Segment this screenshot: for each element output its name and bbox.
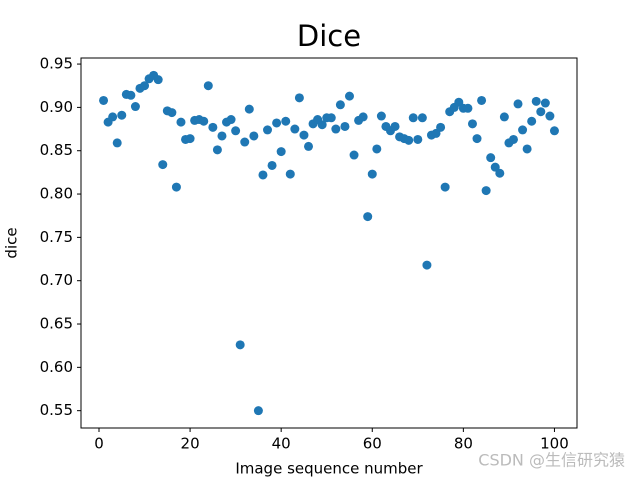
point [508, 134, 518, 144]
point [344, 91, 354, 101]
point [167, 108, 177, 118]
y-tick-label: 0.85 [40, 141, 73, 159]
point [331, 124, 341, 134]
x-axis-label: Image sequence number [235, 460, 423, 478]
x-tick-label: 80 [454, 435, 473, 453]
point [376, 111, 386, 121]
point [108, 112, 118, 122]
point [290, 124, 300, 134]
point [522, 144, 532, 154]
point [413, 134, 423, 144]
point [326, 113, 336, 123]
point [363, 212, 373, 222]
point [235, 340, 245, 350]
chart-title: Dice [297, 19, 361, 53]
point [549, 126, 559, 136]
point [422, 260, 432, 270]
y-tick-label: 0.90 [40, 98, 73, 116]
point [153, 75, 163, 85]
point [417, 113, 427, 123]
y-tick-label: 0.95 [40, 55, 73, 73]
point [317, 120, 327, 130]
point [472, 134, 482, 144]
point [481, 186, 491, 196]
y-tick-label: 0.75 [40, 228, 73, 246]
point [244, 104, 254, 114]
point [372, 144, 382, 154]
x-tick-label: 100 [540, 435, 569, 453]
point [531, 96, 541, 106]
point [112, 138, 122, 148]
point [185, 134, 195, 144]
point [99, 95, 109, 105]
y-tick-label: 0.60 [40, 358, 73, 376]
point [349, 150, 359, 160]
point [540, 98, 550, 108]
point [440, 182, 450, 192]
point [408, 113, 418, 123]
point [358, 112, 368, 122]
point [226, 115, 236, 125]
axes-frame [80, 57, 578, 429]
point [536, 107, 546, 117]
x-tick-label: 40 [272, 435, 291, 453]
point [495, 168, 505, 178]
point [463, 103, 473, 113]
point [477, 95, 487, 105]
x-tick-label: 0 [94, 435, 104, 453]
point [212, 145, 222, 155]
point [253, 406, 263, 416]
point [158, 160, 168, 170]
y-tick-label: 0.80 [40, 185, 73, 203]
point [527, 116, 537, 126]
point [404, 135, 414, 145]
point [367, 169, 377, 179]
point [199, 116, 209, 126]
point [171, 182, 181, 192]
point [285, 169, 295, 179]
x-tick-label: 20 [181, 435, 200, 453]
point [263, 125, 273, 135]
point [486, 153, 496, 163]
point [390, 121, 400, 131]
point [203, 81, 213, 91]
point [335, 100, 345, 110]
y-tick-label: 0.70 [40, 271, 73, 289]
y-tick-label: 0.55 [40, 401, 73, 419]
point [217, 131, 227, 141]
point [294, 93, 304, 103]
point [340, 121, 350, 131]
point [231, 126, 241, 136]
point [117, 110, 127, 120]
point [304, 141, 314, 151]
x-tick-label: 60 [363, 435, 382, 453]
point [299, 130, 309, 140]
point [467, 119, 477, 129]
point [545, 111, 555, 121]
point [267, 160, 277, 170]
point [276, 147, 286, 157]
point [249, 131, 259, 141]
point [208, 122, 218, 132]
watermark: CSDN @生信研究猿 [478, 451, 625, 470]
point [140, 81, 150, 91]
y-axis-label: dice [3, 227, 21, 258]
y-tick-label: 0.65 [40, 315, 73, 333]
point [240, 137, 250, 147]
point [130, 102, 140, 112]
point [281, 116, 291, 126]
point [436, 122, 446, 132]
point [272, 118, 282, 128]
point [499, 112, 509, 122]
point [513, 99, 523, 109]
point [518, 125, 528, 135]
point [126, 90, 136, 100]
point [258, 170, 268, 180]
point [176, 117, 186, 127]
